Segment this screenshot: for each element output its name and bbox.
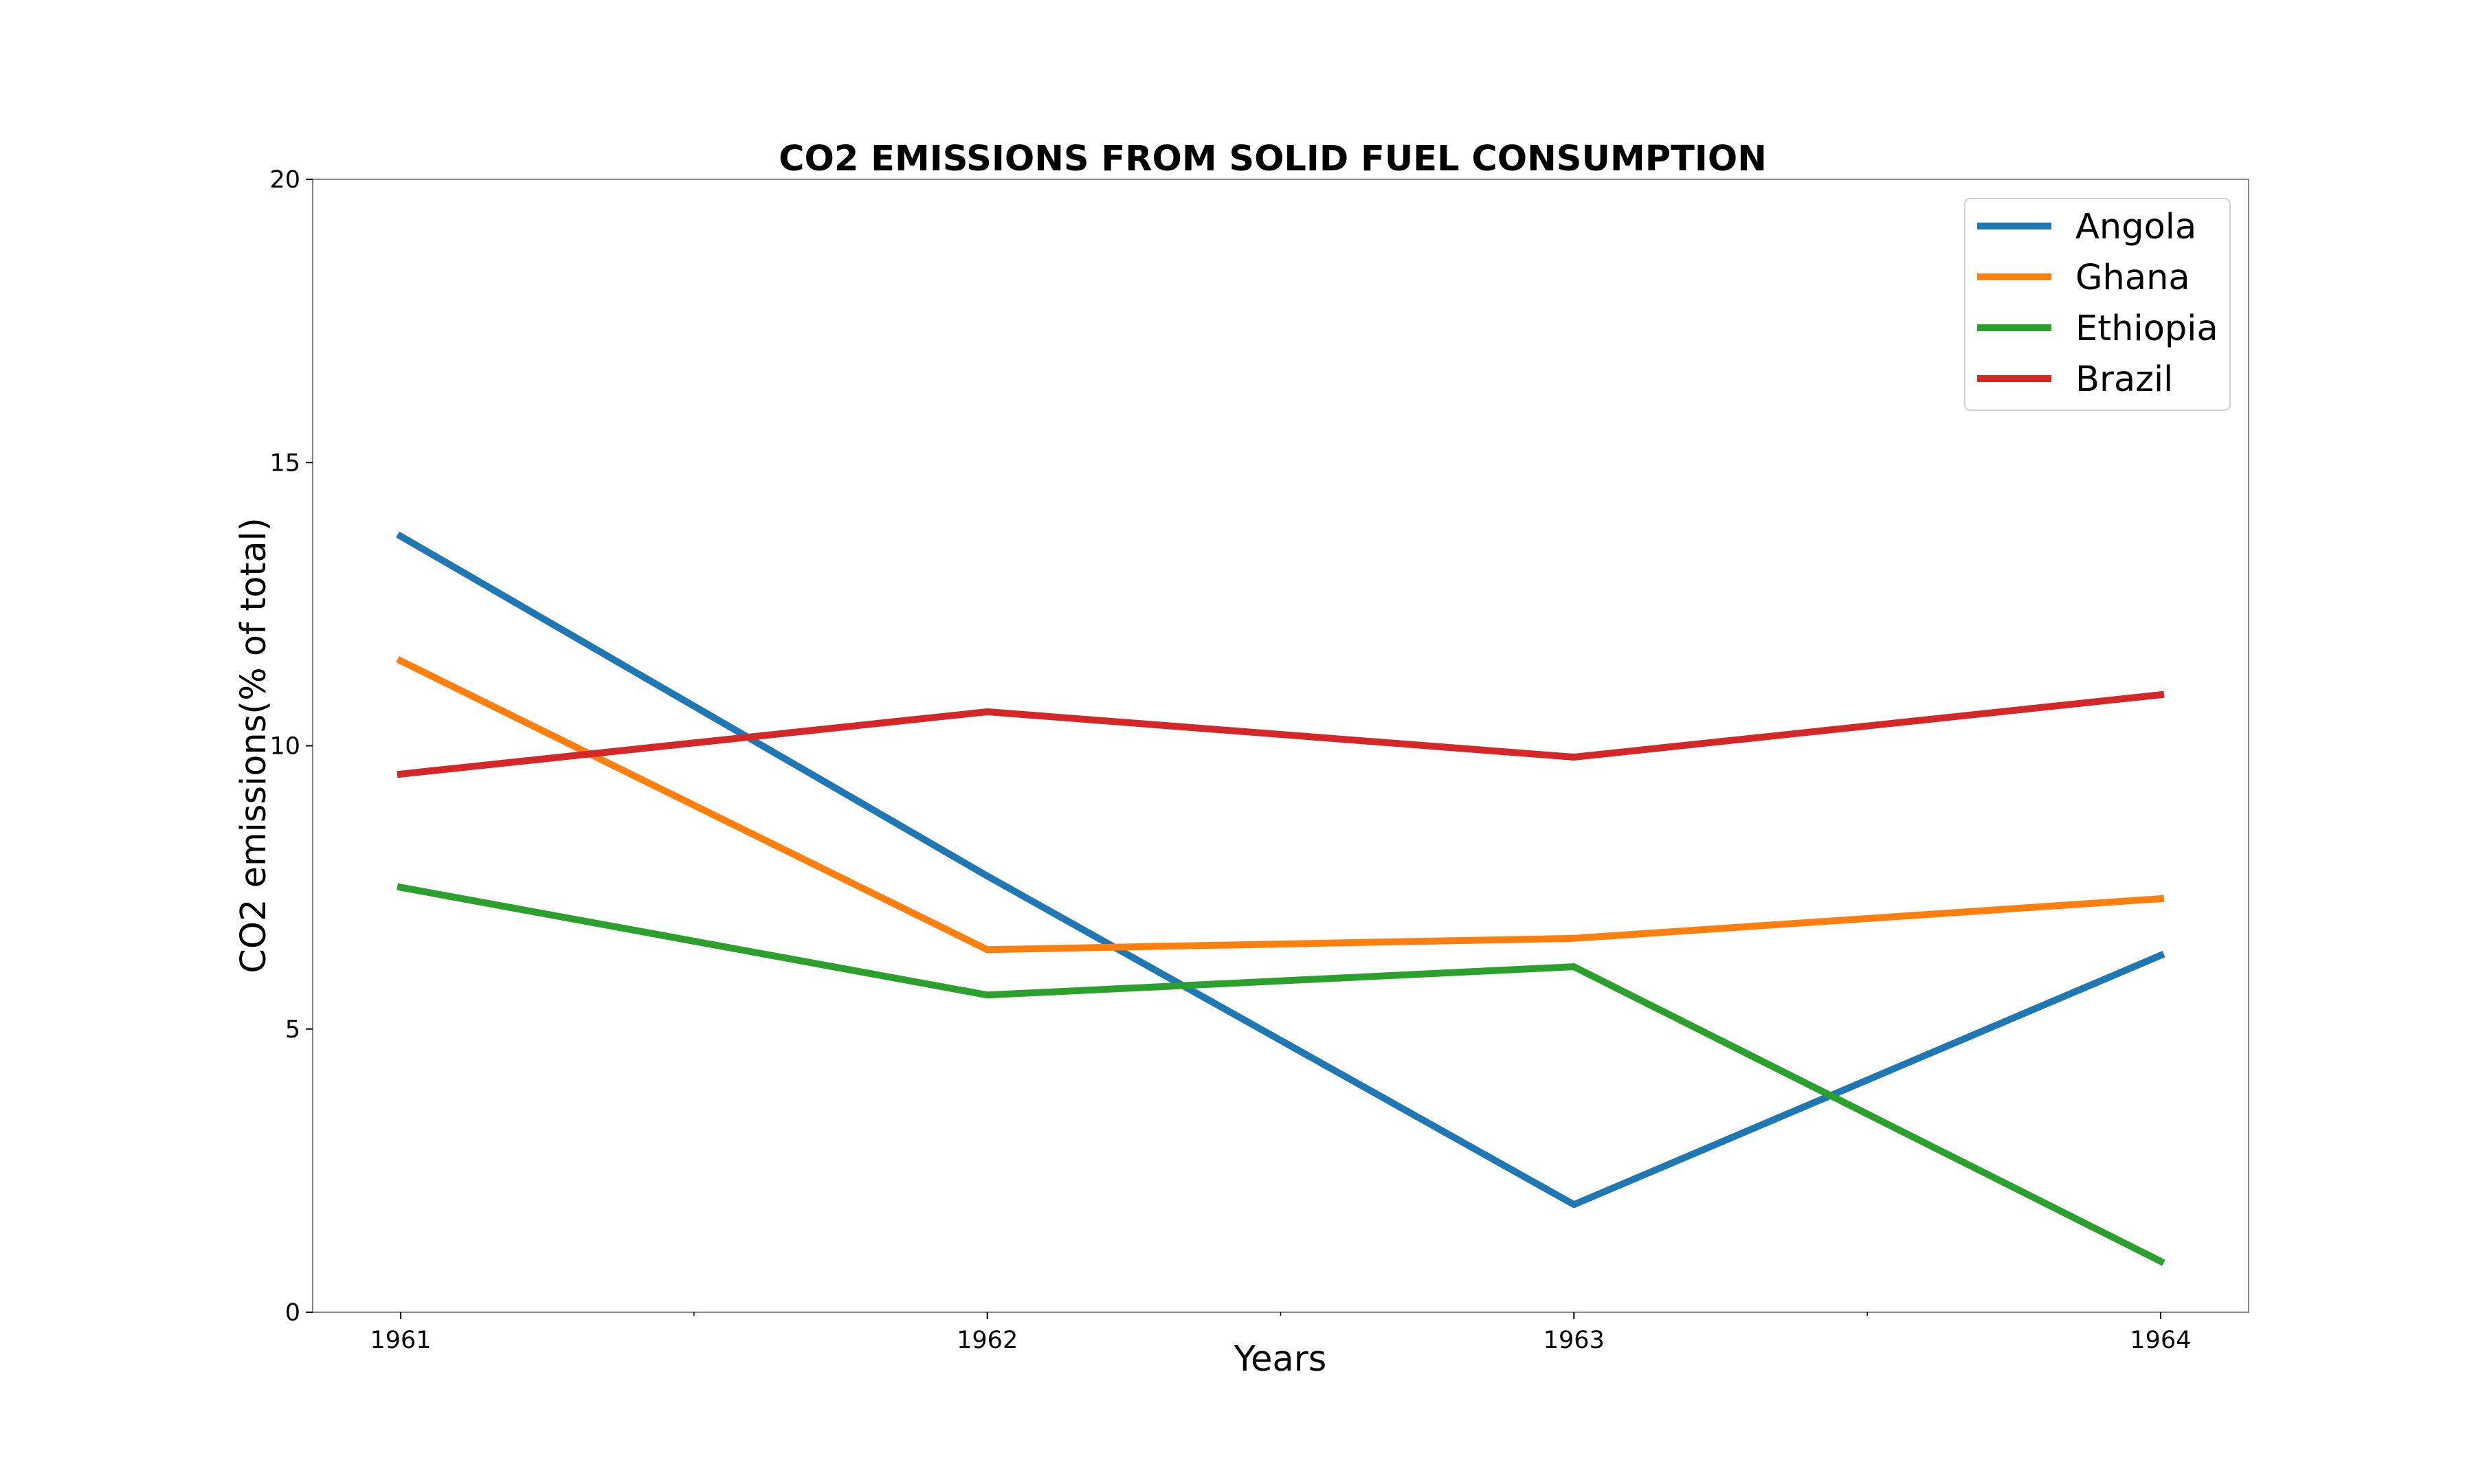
x-tick-label: 1963 [1544, 1327, 1605, 1354]
legend-entries: Angola Ghana Ethiopia Brazil [1977, 207, 2218, 400]
x-tick-label: 1961 [370, 1327, 432, 1354]
y-tick-label: 15 [269, 449, 300, 477]
x-axis-label: Years [1234, 1339, 1327, 1380]
legend-label-angola: Angola [2075, 207, 2196, 247]
series-line-angola [396, 531, 2165, 1208]
legend-label-brazil: Brazil [2075, 359, 2173, 400]
y-tick-label: 20 [269, 166, 300, 194]
series-line-ghana [396, 656, 2165, 954]
y-axis-label: CO2 emissions(% of total) [234, 517, 274, 974]
plot-area: 1961 1962 1963 1964 0 5 10 15 20 [269, 166, 2249, 1354]
y-tick-label: 5 [285, 1016, 300, 1044]
x-tick-label: 1962 [957, 1327, 1018, 1354]
legend-box [1964, 198, 2231, 411]
series-lines [396, 531, 2165, 1266]
plot-frame [312, 179, 2249, 1313]
legend-label-ghana: Ghana [2075, 258, 2190, 298]
legend-label-ethiopia: Ethiopia [2075, 308, 2218, 349]
y-tick-label: 0 [285, 1299, 300, 1327]
y-tick-label: 10 [269, 733, 300, 761]
chart-title: CO2 EMISSIONS FROM SOLID FUEL CONSUMPTIO… [779, 139, 1767, 179]
legend: Angola Ghana Ethiopia Brazil [1964, 198, 2231, 411]
y-axis-ticks: 0 5 10 15 20 [269, 166, 313, 1327]
series-line-ethiopia [397, 883, 2165, 1266]
x-axis-ticks: 1961 1962 1963 1964 [370, 1312, 2191, 1354]
x-tick-label: 1964 [2130, 1327, 2191, 1354]
series-line-brazil [397, 690, 2165, 778]
